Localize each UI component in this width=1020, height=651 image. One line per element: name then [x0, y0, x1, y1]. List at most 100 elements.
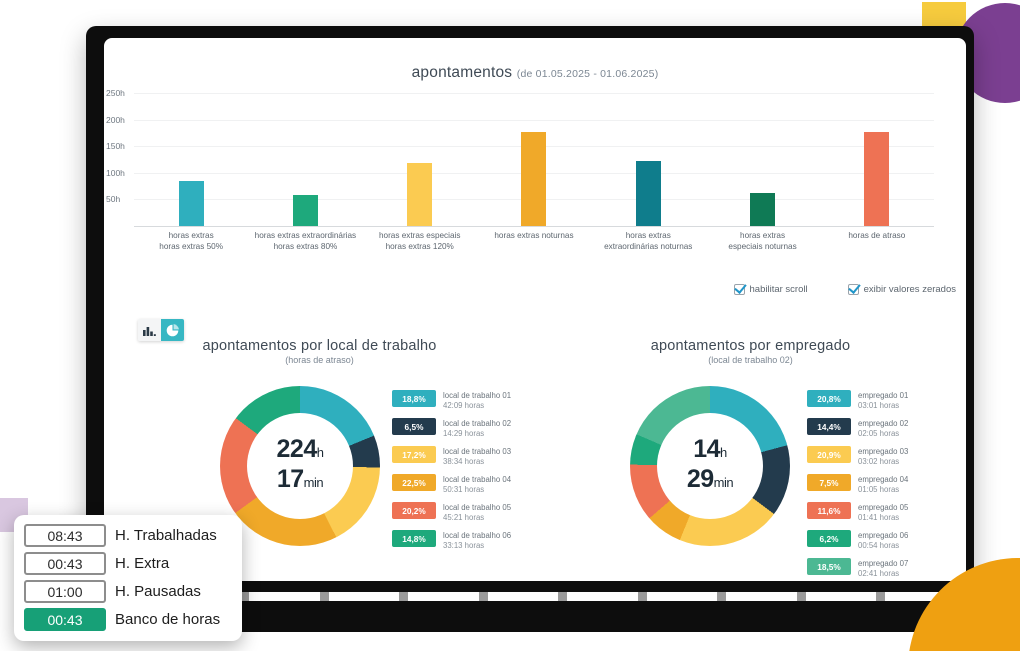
bar[interactable]: [407, 163, 433, 226]
legend-percent-badge: 22,5%: [392, 474, 436, 491]
bar-chart-options: habilitar scroll exibir valores zerados: [104, 284, 966, 295]
legend-item[interactable]: 20,2% local de trabalho 05 45:21 horas: [392, 502, 511, 522]
legend-percent-badge: 20,9%: [807, 446, 851, 463]
legend-label: empregado 05 01:41 horas: [858, 503, 909, 522]
x-axis-label: horas extras especiais noturnas: [728, 231, 797, 251]
legend-percent-badge: 6,2%: [807, 530, 851, 547]
legend-label: local de trabalho 03 38:34 horas: [443, 447, 512, 466]
bar[interactable]: [750, 193, 776, 226]
bar-column[interactable]: [134, 88, 248, 226]
legend-percent-badge: 20,8%: [807, 390, 851, 407]
donut-right-ring: 14h 29min: [630, 386, 790, 546]
bar-chart-panel: apontamentos (de 01.05.2025 - 01.06.2025…: [104, 38, 966, 295]
y-axis-tick: 50h: [106, 194, 121, 205]
bar-column[interactable]: [820, 88, 934, 226]
timecard-widget: 08:43 H. Trabalhadas 00:43 H. Extra 01:00 H. …: [14, 515, 242, 641]
donut-section-workplace: apontamentos por local de trabalho (hora…: [104, 338, 535, 578]
legend-item[interactable]: 6,2% empregado 06 00:54 horas: [807, 530, 908, 550]
legend-item[interactable]: 22,5% local de trabalho 04 50:31 horas: [392, 474, 511, 494]
x-axis-label: horas extras extraordinárias horas extras…: [254, 231, 357, 251]
legend-item[interactable]: 14,4% empregado 02 02:05 horas: [807, 418, 908, 438]
bar-chart-title-daterange: (de 01.05.2025 - 01.06.2025): [516, 68, 659, 80]
timecard-value: 08:43: [24, 524, 106, 547]
donut-right-legend: 20,8% empregado 01 03:01 horas 14,4% emprega…: [807, 390, 908, 581]
legend-label: empregado 02 02:05 horas: [858, 419, 909, 438]
donut-right-subtitle: (local de trabalho 02): [708, 355, 793, 365]
timecard-label: H. Trabalhadas: [115, 527, 217, 544]
legend-label: empregado 07 02:41 horas: [858, 559, 909, 578]
donut-left-hours-unit: h: [316, 445, 324, 460]
donut-right-hours-value: 14: [693, 435, 721, 463]
legend-item[interactable]: 14,8% local de trabalho 06 33:13 horas: [392, 530, 511, 550]
donut-left-hours-value: 224: [276, 435, 318, 463]
donut-right-center: 14h 29min: [657, 413, 763, 519]
checkbox-exibir[interactable]: exibir valores zerados: [847, 284, 956, 295]
donut-right-chart[interactable]: 14h 29min: [630, 386, 790, 546]
bar[interactable]: [178, 180, 204, 226]
donut-left-title: apontamentos por local de trabalho: [202, 338, 437, 354]
bar-chart-bars: [134, 88, 934, 226]
legend-label: local de trabalho 05 45:21 horas: [443, 503, 512, 522]
dashboard-screen: apontamentos (de 01.05.2025 - 01.06.2025…: [104, 38, 966, 581]
legend-percent-badge: 18,8%: [392, 390, 436, 407]
donut-left-minutes-value: 17: [276, 465, 304, 493]
x-axis-label: horas extras noturnas: [494, 231, 574, 240]
donut-left-ring: 224h 17min: [220, 386, 380, 546]
bar[interactable]: [864, 131, 890, 226]
legend-percent-badge: 6,5%: [392, 418, 436, 435]
checkbox-label: habilitar scroll: [749, 284, 808, 295]
bar[interactable]: [521, 131, 547, 226]
legend-percent-badge: 20,2%: [392, 502, 436, 519]
legend-label: local de trabalho 04 50:31 horas: [443, 475, 512, 494]
bar-column[interactable]: [363, 88, 477, 226]
bar-chart-title: apontamentos (de 01.05.2025 - 01.06.2025…: [104, 64, 966, 82]
donut-left-chart[interactable]: 224h 17min: [220, 386, 380, 546]
donut-left-total-minutes: 17min: [276, 465, 324, 496]
legend-item[interactable]: 6,5% local de trabalho 02 14:29 horas: [392, 418, 511, 438]
donut-right-total-hours: 14h: [693, 436, 727, 466]
donut-right-title: apontamentos por empregado: [650, 338, 851, 354]
bar[interactable]: [635, 161, 661, 226]
y-axis-tick: 250h: [106, 88, 125, 99]
bar-chart-x-axis-labels: horas extras horas extras 50% horas extras…: [134, 230, 934, 252]
checkmark-icon[interactable]: [733, 284, 745, 295]
legend-label: local de trabalho 06 33:13 horas: [443, 531, 512, 550]
legend-percent-badge: 17,2%: [392, 446, 436, 463]
checkmark-icon[interactable]: [847, 284, 859, 295]
bar-column[interactable]: [705, 88, 819, 226]
y-axis-tick: 150h: [106, 141, 125, 152]
legend-label: empregado 03 03:02 horas: [858, 447, 909, 466]
timecard-row: 08:43 H. Trabalhadas: [24, 524, 232, 547]
donut-left-subtitle: (horas de atraso): [285, 355, 354, 365]
bar-column[interactable]: [477, 88, 591, 226]
legend-item[interactable]: 20,9% empregado 03 03:02 horas: [807, 446, 908, 466]
legend-item[interactable]: 18,8% local de trabalho 01 42:09 horas: [392, 390, 511, 410]
chart-type-toggle[interactable]: [138, 319, 184, 341]
legend-label: empregado 01 03:01 horas: [858, 391, 909, 410]
legend-item[interactable]: 11,6% empregado 05 01:41 horas: [807, 502, 908, 522]
bar[interactable]: [292, 195, 318, 226]
donut-left-legend: 18,8% local de trabalho 01 42:09 horas 6,5%…: [392, 390, 511, 558]
legend-item[interactable]: 18,5% empregado 07 02:41 horas: [807, 558, 908, 578]
bar-column[interactable]: [591, 88, 705, 226]
bar-chart-x-axis-line: [134, 226, 934, 227]
bar-column[interactable]: [248, 88, 362, 226]
donut-right-total-minutes: 29min: [687, 466, 734, 496]
timecard-label: H. Extra: [115, 555, 170, 572]
donut-right-hours-unit: h: [720, 445, 727, 460]
timecard-label: Banco de horas: [115, 611, 221, 628]
gridline: [134, 93, 934, 95]
legend-item[interactable]: 20,8% empregado 01 03:01 horas: [807, 390, 908, 410]
timecard-value: 01:00: [24, 580, 106, 603]
pie-chart-icon[interactable]: [161, 319, 184, 341]
legend-item[interactable]: 17,2% local de trabalho 03 38:34 horas: [392, 446, 511, 466]
checkbox-habilitar[interactable]: habilitar scroll: [733, 284, 808, 295]
x-axis-label: horas extras especiais horas extras 120%: [378, 231, 461, 251]
legend-item[interactable]: 7,5% empregado 04 01:05 horas: [807, 474, 908, 494]
legend-label: empregado 06 00:54 horas: [858, 531, 909, 550]
donut-right-minutes-unit: min: [713, 475, 734, 490]
bar-chart-icon[interactable]: [138, 319, 161, 341]
timecard-row: 00:43 H. Extra: [24, 552, 232, 575]
x-axis-label: horas extras horas extras 50%: [159, 231, 223, 251]
